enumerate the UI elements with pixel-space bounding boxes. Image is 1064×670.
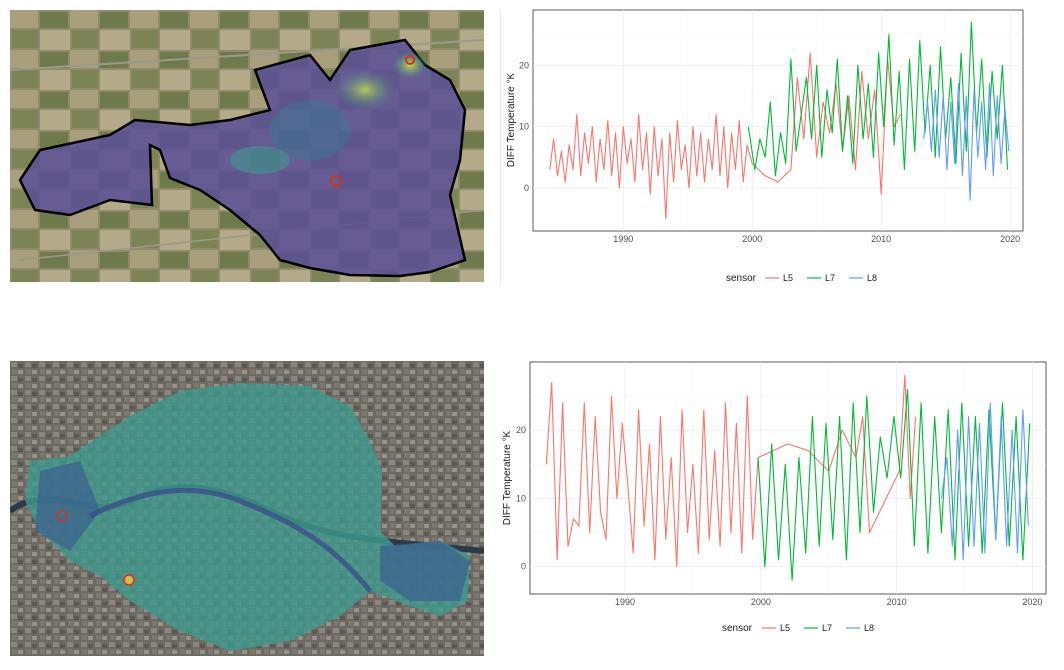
- chart-top-series-L5: [549, 52, 901, 220]
- chart-top-xtick-label: 2010: [871, 234, 891, 244]
- chart-top-ylabel: DIFF Temperature °K: [506, 72, 517, 167]
- chart-top-legend-label-L7: L7: [825, 273, 835, 283]
- chart-bottom-xtick-label: 2010: [887, 597, 907, 607]
- top-map-marker-2: [330, 175, 342, 187]
- chart-bottom-xtick-label: 2000: [751, 597, 771, 607]
- chart-bottom-legend-label-L8: L8: [864, 623, 874, 633]
- chart-bottom-ytick-label: 0: [521, 562, 526, 572]
- chart-bottom: 1990 2000 2010 2020 0 10 20 DIFF Temperature °…: [500, 352, 1060, 652]
- bottom-map: [10, 361, 484, 656]
- chart-top-xtick-label: 2000: [742, 234, 762, 244]
- chart-bottom-legend-label-L7: L7: [822, 623, 832, 633]
- chart-top-xtick-label: 1990: [613, 234, 633, 244]
- chart-top-legend: sensor L5 L7 L8: [726, 273, 877, 284]
- chart-top-ytick-label: 0: [524, 183, 529, 193]
- chart-bottom-plot-area: [529, 361, 1047, 595]
- chart-top-svg: 1990 2000 2010 2020 0 10 20 DIFF Temperature °…: [506, 9, 1024, 284]
- divider: [500, 10, 501, 285]
- chart-bottom-legend-title: sensor: [722, 623, 753, 634]
- chart-bottom-svg: 1990 2000 2010 2020 0 10 20 DIFF Temperature °…: [502, 361, 1047, 634]
- chart-bottom-series-L8: [940, 402, 1029, 561]
- chart-top-ytick-label: 10: [519, 122, 529, 132]
- top-map-image: [10, 10, 484, 282]
- chart-bottom-legend-label-L5: L5: [780, 623, 790, 633]
- chart-top-legend-title: sensor: [726, 273, 757, 284]
- chart-bottom-series-L7: [757, 388, 1031, 581]
- chart-bottom-ytick-label: 20: [516, 425, 526, 435]
- top-map-marker-1: [405, 55, 415, 65]
- chart-bottom-xtick-label: 2020: [1022, 597, 1042, 607]
- chart-bottom-ylabel: DIFF Temperature °K: [502, 430, 513, 525]
- bottom-map-region: [25, 383, 470, 651]
- chart-top-legend-label-L8: L8: [867, 273, 877, 283]
- chart-bottom-ytick-label: 10: [516, 493, 526, 503]
- bottom-map-marker-1: [56, 510, 68, 522]
- top-map: [10, 10, 484, 282]
- chart-bottom-legend: sensor L5 L7 L8: [722, 623, 874, 634]
- chart-top-series-L8: [923, 83, 1010, 201]
- chart-top: 1990 2000 2010 2020 0 10 20 DIFF Temperature °…: [500, 0, 1060, 300]
- chart-bottom-xtick-label: 1990: [615, 597, 635, 607]
- chart-top-series-L7: [747, 21, 1009, 177]
- chart-top-ytick-label: 20: [519, 60, 529, 70]
- chart-top-xtick-label: 2020: [1000, 234, 1020, 244]
- chart-bottom-series-L5: [545, 375, 917, 568]
- bottom-map-marker-2: [123, 574, 135, 586]
- bottom-map-image: [10, 361, 484, 656]
- chart-top-legend-label-L5: L5: [783, 273, 793, 283]
